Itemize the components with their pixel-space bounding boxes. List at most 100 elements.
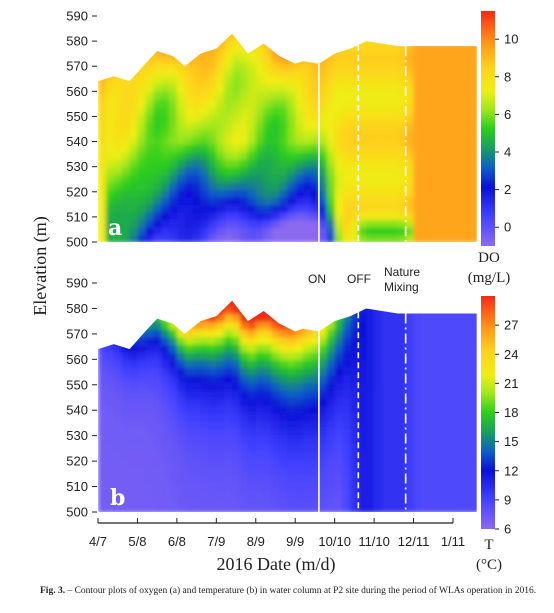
field-cell: [295, 458, 304, 467]
field-cell: [334, 412, 344, 422]
field-cell: [176, 344, 186, 353]
field-cell: [468, 46, 477, 55]
field-cell: [358, 91, 368, 100]
field-cell: [342, 83, 352, 93]
field-cell: [145, 344, 155, 353]
field-cell: [295, 189, 304, 198]
field-cell: [240, 489, 249, 498]
field-cell: [382, 450, 391, 460]
field-cell: [153, 189, 162, 198]
figure-caption: Fig. 3. – Contour plots of oxygen (a) an…: [40, 586, 540, 596]
field-cell: [153, 61, 162, 70]
field-cell: [334, 234, 344, 243]
field-cell: [247, 144, 257, 153]
field-cell: [153, 113, 162, 123]
field-cell: [121, 106, 131, 115]
field-cell: [255, 458, 265, 467]
field-cell: [208, 226, 218, 236]
field-cell: [453, 405, 462, 414]
field-cell: [326, 336, 336, 345]
field-cell: [342, 219, 352, 228]
field-cell: [113, 121, 123, 130]
field-cell: [121, 420, 131, 429]
field-cell: [145, 181, 155, 191]
field-cell: [240, 328, 249, 338]
field-cell: [326, 489, 336, 498]
field-cell: [429, 204, 439, 213]
field-cell: [358, 366, 368, 376]
field-cell: [342, 359, 352, 368]
field-cell: [98, 466, 107, 475]
field-cell: [350, 219, 360, 228]
field-cell: [121, 166, 131, 175]
field-cell: [121, 397, 131, 406]
field-cell: [460, 313, 470, 322]
field-cell: [105, 412, 115, 422]
field-cell: [130, 291, 139, 299]
field-cell: [429, 428, 439, 437]
field-cell: [358, 504, 368, 512]
field-cell: [216, 53, 226, 62]
field-cell: [153, 466, 162, 475]
field-cell: [366, 226, 375, 236]
field-cell: [216, 211, 226, 221]
field-cell: [137, 473, 147, 483]
field-cell: [318, 435, 328, 445]
field-cell: [413, 68, 423, 78]
field-cell: [113, 204, 123, 213]
field-cell: [184, 336, 194, 345]
field-cell: [295, 328, 304, 338]
field-cell: [468, 458, 477, 467]
field-cell: [295, 366, 304, 376]
field-cell: [169, 351, 178, 361]
field-cell: [437, 174, 446, 183]
field-cell: [318, 412, 328, 422]
field-cell: [216, 204, 226, 213]
field-cell: [350, 24, 359, 32]
field-cell: [468, 366, 477, 376]
field-cell: [326, 68, 336, 78]
field-cell: [437, 196, 446, 206]
field-cell: [445, 196, 454, 206]
field-cell: [389, 344, 399, 353]
field-cell: [224, 305, 233, 315]
field-cell: [271, 443, 281, 452]
field-cell: [453, 151, 462, 160]
field-cell: [169, 189, 178, 198]
field-cell: [287, 226, 297, 236]
field-cell: [279, 98, 289, 108]
field-cell: [453, 129, 462, 138]
field-cell: [397, 68, 407, 78]
field-cell: [334, 121, 344, 130]
field-cell: [311, 181, 320, 191]
field-cell: [208, 504, 218, 512]
field-cell: [303, 428, 312, 437]
field-cell: [318, 38, 328, 47]
field-cell: [200, 496, 210, 506]
field-cell: [374, 24, 383, 32]
field-cell: [200, 382, 210, 391]
field-cell: [318, 481, 328, 490]
field-cell: [232, 336, 241, 345]
field-cell: [350, 428, 360, 437]
field-cell: [366, 412, 375, 422]
field-cell: [192, 336, 202, 345]
field-cell: [271, 91, 281, 100]
field-cell: [153, 382, 162, 391]
field-cell: [374, 305, 383, 315]
field-cell: [121, 121, 131, 130]
field-cell: [287, 496, 297, 506]
field-cell: [271, 33, 281, 40]
field-cell: [247, 428, 257, 437]
field-cell: [169, 144, 178, 153]
field-cell: [184, 450, 194, 460]
field-cell: [137, 450, 147, 460]
field-cell: [382, 428, 391, 437]
field-cell: [437, 374, 446, 384]
field-cell: [263, 397, 273, 406]
field-cell: [405, 166, 415, 175]
field-cell: [429, 38, 439, 47]
field-cell: [247, 226, 257, 236]
field-cell: [105, 466, 115, 475]
